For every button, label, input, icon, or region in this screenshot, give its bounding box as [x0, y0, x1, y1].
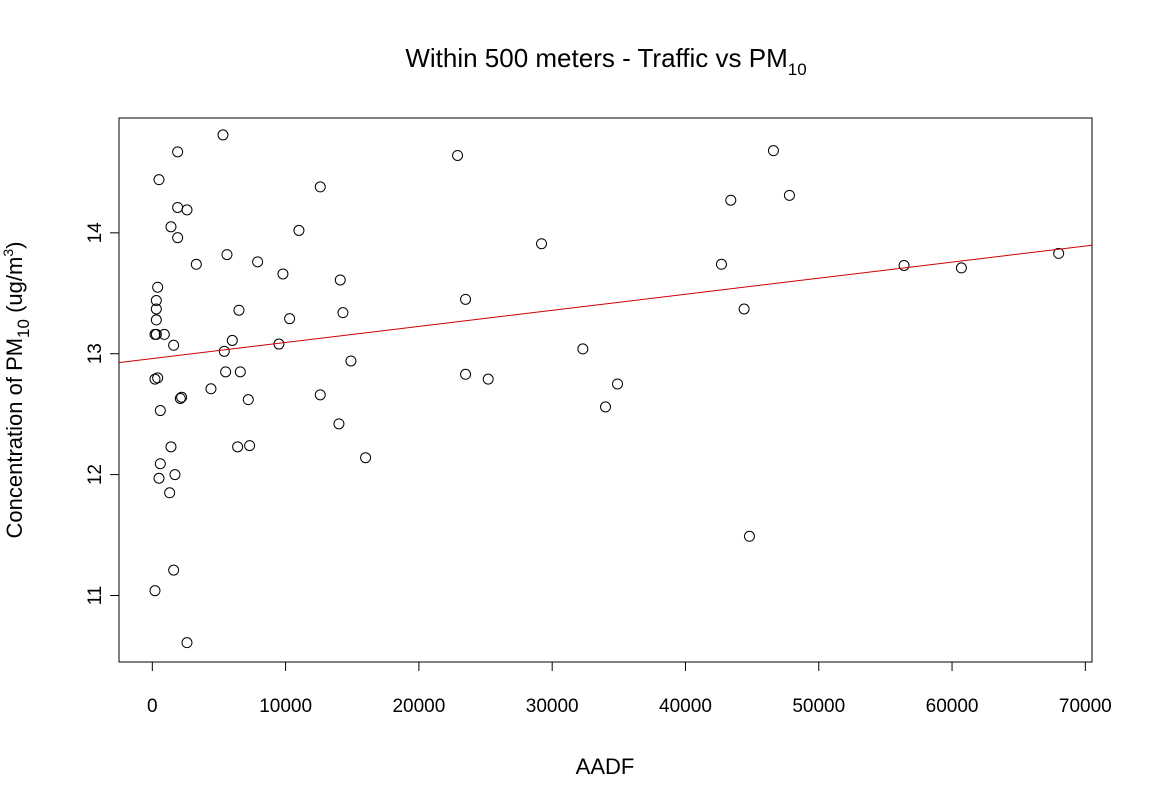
data-point	[460, 293, 472, 305]
data-points	[149, 129, 1065, 649]
data-point	[205, 383, 217, 395]
x-tick-label: 50000	[792, 696, 845, 717]
data-point	[337, 307, 349, 319]
data-point	[1053, 247, 1065, 259]
y-tick-label: 14	[85, 222, 106, 244]
data-point	[217, 129, 229, 141]
data-point	[232, 441, 244, 453]
data-point	[360, 452, 372, 464]
chart-title-main: Within 500 meters - Traffic vs PM	[405, 43, 787, 73]
x-tick-label: 60000	[926, 696, 979, 717]
x-tick-label: 10000	[259, 696, 312, 717]
y-axis-label: Concentration of PM10 (ug/m3)	[0, 242, 33, 539]
data-point	[725, 194, 737, 206]
data-point	[181, 637, 193, 649]
data-point	[165, 221, 177, 233]
data-point	[577, 343, 589, 355]
data-point	[220, 366, 232, 378]
data-point	[293, 224, 305, 236]
data-point	[150, 314, 162, 326]
data-point	[743, 530, 755, 542]
data-point	[334, 274, 346, 286]
x-axis-label: AADF	[576, 754, 635, 779]
data-point	[767, 145, 779, 157]
data-point	[284, 313, 296, 325]
data-point	[152, 281, 164, 293]
data-point	[149, 373, 161, 385]
x-tick-label: 20000	[392, 696, 445, 717]
data-point	[153, 174, 165, 186]
data-point	[221, 249, 233, 261]
y-tick-label: 13	[85, 343, 106, 364]
x-tick-label: 30000	[526, 696, 579, 717]
data-point	[783, 189, 795, 201]
data-point	[168, 339, 180, 351]
fit-line-group	[118, 244, 1093, 364]
data-point	[149, 585, 161, 597]
data-point	[234, 366, 246, 378]
x-axis: 0 10000 20000 30000 40000 50000 60000 70000	[147, 661, 1112, 717]
y-axis-label-suffix: )	[2, 242, 27, 249]
chart-title-subscript: 10	[788, 60, 807, 79]
data-point	[172, 201, 184, 213]
data-point	[611, 378, 623, 390]
data-point	[181, 204, 193, 216]
data-point	[314, 181, 326, 193]
data-point	[165, 441, 177, 453]
data-point	[172, 146, 184, 158]
data-point	[174, 392, 186, 404]
data-point	[345, 355, 357, 367]
data-point	[226, 334, 238, 346]
data-point	[898, 259, 910, 271]
y-axis: 11 12 13 14	[85, 222, 120, 606]
data-point	[176, 391, 188, 403]
data-point	[333, 418, 345, 430]
y-axis-label-subscript: 10	[14, 319, 33, 338]
data-point	[154, 405, 166, 417]
data-point	[738, 303, 750, 315]
data-point	[536, 238, 548, 250]
y-axis-label-superscript: 3	[0, 249, 16, 257]
data-point	[172, 232, 184, 244]
data-point	[242, 394, 254, 406]
y-axis-label-middle: (ug/m	[2, 257, 27, 319]
data-point	[460, 368, 472, 380]
data-point	[715, 258, 727, 270]
data-point	[153, 472, 165, 484]
data-point	[955, 262, 967, 274]
x-tick-label: 0	[147, 696, 158, 717]
data-point	[190, 258, 202, 270]
data-point	[277, 268, 289, 280]
data-point	[218, 345, 230, 357]
data-point	[150, 303, 162, 315]
data-point	[158, 328, 170, 340]
data-point	[154, 458, 166, 470]
data-point	[150, 328, 162, 340]
x-tick-label: 40000	[659, 696, 712, 717]
data-point	[600, 401, 611, 413]
y-tick-label: 12	[85, 464, 106, 485]
y-tick-label: 11	[85, 586, 106, 606]
data-point	[482, 373, 494, 385]
data-point	[233, 304, 245, 316]
data-point	[168, 564, 180, 576]
x-tick-label: 70000	[1059, 696, 1112, 717]
regression-line	[118, 244, 1093, 364]
chart-title: Within 500 meters - Traffic vs PM10	[405, 43, 806, 79]
data-point	[164, 487, 176, 499]
data-point	[314, 389, 326, 401]
data-point	[252, 256, 264, 268]
plot-area-frame	[118, 117, 1093, 663]
data-point	[169, 469, 181, 481]
data-point	[150, 295, 162, 307]
y-axis-label-prefix: Concentration of PM	[2, 338, 27, 539]
data-point	[452, 149, 464, 161]
data-point	[244, 440, 256, 452]
